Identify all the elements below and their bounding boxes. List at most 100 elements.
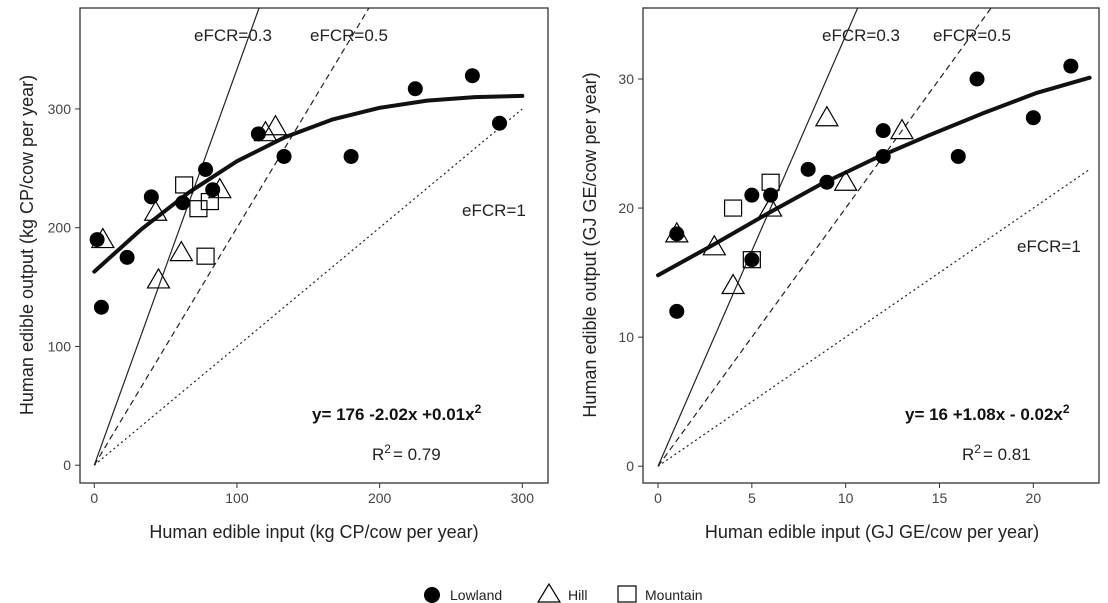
left-r-squared: R2 = 0.79: [372, 442, 441, 464]
right-r-squared: R2 = 0.81: [962, 442, 1031, 464]
left-point-mountain: [175, 176, 194, 194]
right-y-ticks: 0 10 20 30: [618, 71, 643, 474]
left-x-ticks: 0 100 200 300: [90, 483, 534, 506]
left-point-hill: [146, 267, 171, 289]
left-fit-equation: y= 176 -2.02x +0.01x2: [312, 402, 482, 424]
legend: Lowland Hill Mountain: [424, 582, 703, 603]
right-reference-line-solid: [657, 8, 859, 467]
right-x-tick-label: 20: [1026, 490, 1042, 506]
left-y-tick-label: 300: [48, 101, 72, 117]
legend-hill-marker: [536, 582, 562, 603]
right-point-hill: [889, 118, 915, 140]
right-y-tick-label: 20: [618, 200, 634, 216]
left-label-efcr-1: eFCR=1: [462, 201, 526, 220]
right-x-tick-label: 10: [838, 490, 854, 506]
right-x-tick-label: 0: [654, 490, 662, 506]
left-x-tick-label: 200: [368, 490, 392, 506]
right-y-tick-label: 10: [618, 329, 634, 345]
right-point-lowland: [875, 148, 891, 164]
right-label-efcr-05: eFCR=0.5: [933, 26, 1011, 45]
right-point-lowland: [1025, 110, 1041, 126]
right-y-axis-title: Human edible output (GJ GE/cow per year): [580, 72, 600, 417]
left-y-axis-title: Human edible output (kg CP/cow per year): [17, 75, 37, 415]
right-point-hill: [814, 105, 839, 127]
right-reference-lines: [657, 8, 1090, 467]
left-point-hill: [169, 240, 194, 262]
left-point-lowland: [175, 195, 191, 211]
right-data-points: [664, 58, 1079, 319]
left-point-lowland: [143, 189, 159, 205]
left-x-tick-label: 100: [225, 490, 249, 506]
right-point-lowland: [763, 187, 779, 203]
left-point-lowland: [198, 162, 214, 177]
left-data-points: [89, 68, 507, 315]
legend-mountain-label: Mountain: [645, 587, 703, 603]
right-x-axis-title: Human edible input (GJ GE/cow per year): [705, 522, 1039, 542]
right-point-hill: [702, 234, 727, 256]
legend-hill-label: Hill: [568, 587, 587, 603]
right-fit-curve-group: [656, 75, 1092, 278]
right-point-lowland: [669, 303, 685, 319]
left-y-tick-label: 0: [63, 457, 71, 473]
right-point-lowland: [969, 71, 985, 87]
right-point-lowland: [669, 226, 685, 242]
left-point-mountain: [200, 192, 219, 211]
left-x-tick-label: 0: [90, 490, 98, 506]
right-point-hill: [721, 273, 746, 295]
left-point-lowland: [464, 68, 480, 84]
right-label-efcr-1: eFCR=1: [1017, 237, 1081, 256]
left-point-mountain: [196, 247, 215, 265]
left-point-lowland: [491, 115, 507, 131]
right-point-lowland: [800, 161, 816, 177]
right-fit-equation: y= 16 +1.08x - 0.02x2: [905, 402, 1070, 424]
right-point-hill: [833, 170, 858, 191]
right-label-efcr-03: eFCR=0.3: [822, 26, 900, 45]
right-point-mountain: [761, 173, 780, 191]
right-x-tick-label: 5: [748, 490, 756, 506]
left-point-lowland: [407, 81, 423, 97]
left-label-efcr-03: eFCR=0.3: [194, 26, 272, 45]
left-y-tick-label: 200: [48, 220, 72, 236]
left-reference-line-solid: [93, 8, 260, 466]
right-plot-frame: [642, 7, 1100, 484]
right-point-lowland: [744, 187, 760, 203]
left-label-efcr-05: eFCR=0.5: [310, 26, 388, 45]
left-x-axis-title: Human edible input (kg CP/cow per year): [149, 522, 478, 542]
legend-lowland-label: Lowland: [450, 587, 502, 603]
right-x-tick-label: 15: [932, 490, 948, 506]
left-point-hill: [253, 120, 278, 142]
right-point-mountain: [723, 199, 743, 217]
left-point-hill: [143, 200, 168, 221]
left-point-lowland: [343, 148, 359, 164]
left-x-tick-label: 300: [511, 490, 535, 506]
left-reference-line-dashed: [93, 8, 370, 466]
right-point-lowland: [819, 174, 835, 190]
right-x-ticks: 0 5 10 15 20: [654, 483, 1041, 506]
left-fit-curve: [92, 93, 525, 274]
right-point-lowland: [744, 252, 760, 268]
right-point-mountain: [742, 251, 761, 269]
legend-lowland-marker: [424, 587, 440, 603]
right-point-hill: [758, 195, 783, 217]
right-point-lowland: [875, 123, 891, 139]
left-y-ticks: 0 100 200 300: [48, 101, 80, 473]
left-fit-curve-group: [92, 93, 525, 274]
right-reference-line-dotted: [657, 168, 1090, 467]
right-fit-curve: [656, 75, 1092, 278]
left-point-lowland: [119, 249, 135, 265]
left-point-mountain: [189, 200, 208, 218]
left-point-hill: [90, 227, 115, 249]
left-point-hill: [263, 114, 288, 136]
left-plot-frame: [79, 7, 549, 484]
right-reference-line-dashed: [657, 8, 992, 467]
left-y-tick-label: 100: [48, 338, 72, 354]
right-point-lowland: [1063, 58, 1079, 74]
right-y-tick-label: 0: [626, 458, 634, 474]
right-chart-panel: 0 5 10 15 20 0 10 20 30 eFCR=0.3 eFCR=0.5 eFCR=…: [580, 7, 1100, 542]
right-y-tick-label: 30: [618, 71, 634, 87]
left-point-lowland: [93, 299, 109, 315]
left-reference-lines: [93, 8, 523, 466]
right-point-hill: [664, 221, 689, 243]
left-point-lowland: [276, 148, 292, 164]
